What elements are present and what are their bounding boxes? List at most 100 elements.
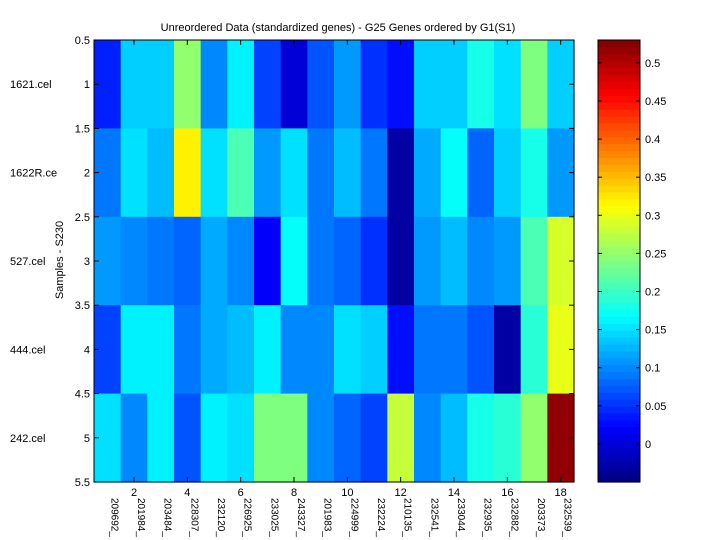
heatmap-cell-r4-c9 [307, 305, 335, 395]
colorbar-step [598, 88, 640, 96]
column-label: 203373_ [535, 498, 546, 537]
colorbar-step [598, 371, 640, 380]
heatmap-cell-r5-c14 [440, 393, 468, 483]
heatmap-cell-r4-c3 [147, 305, 175, 395]
column-label: 201983_ [322, 498, 333, 537]
heatmap-cell-r1-c7 [254, 40, 282, 129]
colorbar-step [598, 102, 640, 110]
colorbar-frame [597, 39, 641, 483]
heatmap-cell-r4-c14 [440, 305, 468, 395]
heatmap-cell-r4-c17 [520, 305, 548, 395]
column-label: 232935_ [482, 498, 493, 537]
heatmap-cell-r5-c11 [360, 393, 388, 483]
heatmap-cell-r1-c2 [120, 40, 148, 129]
column-label: 233044_ [455, 498, 466, 537]
colorbar-step [598, 143, 640, 152]
heatmap-cell-r3-c10 [334, 216, 362, 306]
colorbar-step [598, 316, 640, 324]
y-tick-label: 5 [84, 433, 90, 445]
heatmap-cell-r1-c17 [520, 40, 548, 129]
heatmap-cell-r1-c11 [360, 40, 388, 129]
colorbar-step [598, 191, 640, 200]
column-label: 233025_ [268, 498, 279, 537]
colorbar-step [598, 392, 640, 400]
heatmap-cell-r3-c16 [494, 216, 522, 306]
y-tick-label: 1 [84, 79, 90, 91]
heatmap-cell-r3-c3 [147, 216, 175, 306]
heatmap-cell-r1-c15 [467, 40, 495, 129]
x-tick-label: 8 [291, 487, 297, 499]
colorbar-step [598, 406, 640, 414]
colorbar-step [598, 468, 640, 476]
x-tick-label: 16 [501, 487, 513, 499]
x-tick-label: 12 [395, 487, 407, 499]
colorbar-step [598, 440, 640, 449]
heatmap-cell-r5-c16 [494, 393, 522, 483]
heatmap-cell-r3-c7 [254, 216, 282, 306]
x-tick-label: 6 [238, 487, 244, 499]
heatmap-cell-r4-c6 [227, 305, 255, 395]
colorbar-tick-label: 0.25 [645, 248, 666, 260]
colorbar-step [598, 67, 640, 76]
colorbar-tick-label: 0.5 [645, 58, 660, 70]
heatmap-cell-r5-c9 [307, 393, 335, 483]
colorbar-step [598, 447, 640, 455]
colorbar-step [598, 178, 640, 186]
heatmap-cell-r1-c5 [200, 40, 228, 129]
row-labels: 1621.cel 1622R.ce 527.cel 444.cel 242.cel [10, 79, 57, 445]
colorbar-step [598, 378, 640, 386]
colorbar-step [598, 309, 640, 317]
heatmap-cell-r1-c13 [414, 40, 442, 129]
column-label: 232541_ [428, 498, 439, 537]
heatmap-cell-r2-c5 [200, 128, 228, 218]
heatmap-cell-r5-c13 [414, 393, 442, 483]
row-label: 1621.cel [10, 79, 52, 91]
heatmap-cell-r1-c4 [174, 40, 202, 129]
heatmap-cell-r5-c17 [520, 393, 548, 483]
column-label: 226925_ [242, 498, 253, 537]
heatmap-cell-r3-c15 [467, 216, 495, 306]
colorbar-step [598, 336, 640, 345]
colorbar-step [598, 385, 640, 393]
colorbar-step [598, 226, 640, 234]
colorbar-step [598, 122, 640, 131]
heatmap-cell-r1-c10 [334, 40, 362, 129]
heatmap-cell-r3-c8 [280, 216, 308, 306]
heatmap-cell-r4-c10 [334, 305, 362, 395]
heatmap-cell-r4-c5 [200, 305, 228, 395]
colorbar-step [598, 357, 640, 366]
y-tick-label: 3 [84, 256, 90, 268]
heatmap-cell-r5-c5 [200, 393, 228, 483]
heatmap-cell-r5-c6 [227, 393, 255, 483]
x-tick-label: 2 [131, 487, 137, 499]
y-tick-label: 3.5 [75, 300, 90, 312]
colorbar-step [598, 198, 640, 207]
heatmap-cell-r1-c6 [227, 40, 255, 129]
row-label: 444.cel [10, 344, 45, 356]
column-label: 201984_ [135, 498, 146, 537]
column-label: 232539_ [562, 498, 573, 537]
colorbar-step [598, 81, 640, 89]
colorbar-step [598, 274, 640, 283]
heatmap-cell-r5-c12 [387, 393, 415, 483]
colorbar-step [598, 136, 640, 145]
heatmap-cell-r5-c10 [334, 393, 362, 483]
heatmap-cell-r4-c16 [494, 305, 522, 395]
colorbar-step [598, 185, 640, 193]
heatmap-cell-r5-c4 [174, 393, 202, 483]
heatmap-cell-r2-c6 [227, 128, 255, 218]
column-label: 232224_ [375, 498, 386, 537]
heatmap-cell-r3-c4 [174, 216, 202, 306]
colorbar-tick-label: 0.35 [645, 172, 666, 184]
y-tick-label: 4.5 [75, 389, 90, 401]
heatmap-cell-r3-c2 [120, 216, 148, 306]
colorbar-step [598, 461, 640, 469]
y-tick-label: 1.5 [75, 123, 90, 135]
column-label: 243327_ [295, 498, 306, 537]
colorbar-step [598, 74, 640, 83]
column-label: 210135_ [402, 498, 413, 537]
colorbar-step [598, 261, 640, 269]
heatmap-cell-r3-c13 [414, 216, 442, 306]
colorbar-step [598, 46, 640, 55]
heatmap-cell-r5-c3 [147, 393, 175, 483]
